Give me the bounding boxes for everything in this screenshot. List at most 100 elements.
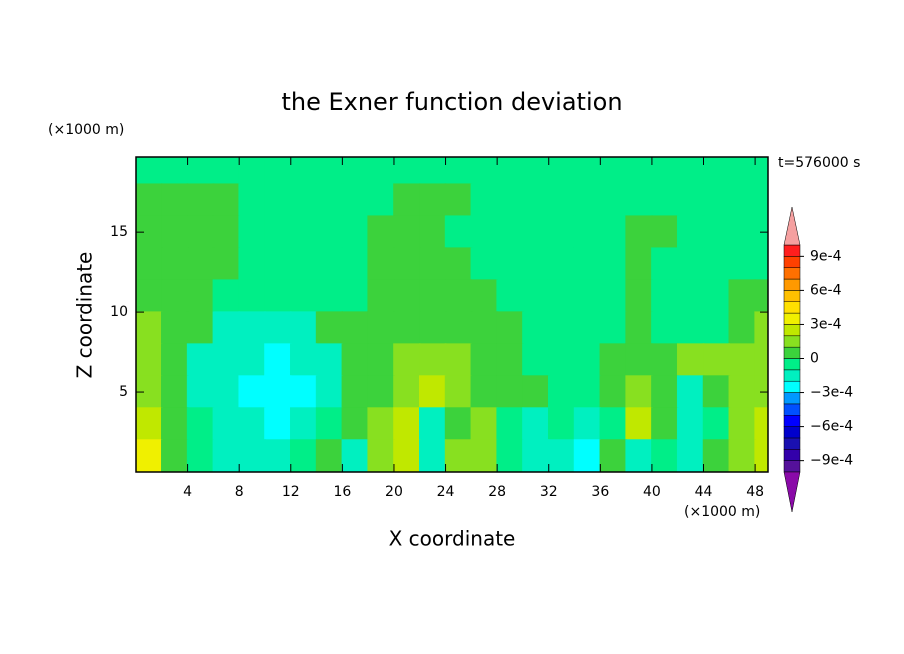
contour-cell (290, 439, 318, 472)
contour-cell (393, 375, 421, 409)
overlay: 4 8 12 16 20 24 28 32 36 40 44 48510159e-46e-43e-40… (110, 156, 853, 513)
x-tick-label: 44 (695, 484, 713, 500)
contour-cell (161, 247, 189, 281)
contour-cell (444, 279, 473, 313)
contour-cell (547, 247, 576, 281)
contour-cell (599, 279, 627, 313)
contour-cell (573, 247, 602, 281)
contour-cell (522, 343, 550, 377)
contour-cell (702, 375, 731, 409)
contour-cell (573, 343, 602, 377)
contour-cell (444, 157, 473, 185)
colorbar-box (783, 403, 801, 416)
contour-cell (136, 343, 163, 377)
contour-cell (651, 311, 679, 345)
contour-cell (419, 343, 447, 377)
contour-cell (547, 407, 576, 441)
contour-cell (315, 215, 344, 249)
contour-cell (367, 375, 395, 409)
contour-cell (161, 215, 189, 249)
contour-cell (290, 215, 318, 249)
contour-cell (264, 407, 292, 441)
contour-cell (315, 343, 344, 377)
contour-cell (367, 311, 395, 345)
contour-cell (754, 157, 768, 185)
x-tick-label: 4 (183, 484, 192, 500)
contour-cell (599, 407, 627, 441)
contour-cell (625, 279, 653, 313)
contour-cell (496, 279, 524, 313)
contour-cell (419, 157, 447, 185)
contour-cell (341, 215, 369, 249)
contour-cell (522, 247, 550, 281)
contour-cell (315, 183, 344, 217)
contour-cell (367, 247, 395, 281)
contour-cell (393, 279, 421, 313)
x-tick-label: 8 (235, 484, 244, 500)
contour-cell (651, 215, 679, 249)
contour-cell (676, 183, 705, 217)
contour-cell (393, 157, 421, 185)
y-tick-label: 15 (110, 224, 128, 240)
contour-cell (212, 343, 240, 377)
contour-cell (625, 343, 653, 377)
contour-cell (728, 215, 756, 249)
contour-cell (651, 247, 679, 281)
contour-cell (315, 407, 344, 441)
colorbar-box (783, 324, 801, 337)
contour-cell (367, 407, 395, 441)
x-tick-label: 16 (333, 484, 351, 500)
contour-cell (264, 215, 292, 249)
contour-cell (264, 311, 292, 345)
contour-cell (212, 279, 240, 313)
contour-cell (651, 343, 679, 377)
contour-cell (444, 311, 473, 345)
x-tick-label: 40 (643, 484, 661, 500)
contour-cell (186, 407, 215, 441)
contour-cell (470, 183, 498, 217)
contour-cell (315, 247, 344, 281)
contour-cell (651, 375, 679, 409)
y-tick-label: 5 (119, 384, 128, 400)
contour-cell (547, 157, 576, 185)
colorbar-box (783, 267, 801, 280)
contour-cell (212, 439, 240, 472)
colorbar-box (783, 426, 801, 439)
colorbar-tick-label: 3e-4 (810, 316, 842, 332)
contour-cell (367, 279, 395, 313)
contour-cell (315, 157, 344, 185)
contour-cell (573, 183, 602, 217)
colorbar-tick-label: −9e-4 (810, 453, 853, 469)
contour-cell (625, 183, 653, 217)
contour-cell (161, 183, 189, 217)
contour-cell (315, 311, 344, 345)
contour-cell (136, 279, 163, 313)
contour-cell (419, 215, 447, 249)
contour-cell (341, 311, 369, 345)
contour-cell (676, 311, 705, 345)
colorbar-box (783, 290, 801, 302)
contour-cell (186, 183, 215, 217)
chart-title: the Exner function deviation (281, 88, 622, 116)
contour-cell (625, 311, 653, 345)
contour-cell (290, 247, 318, 281)
contour-cell (444, 439, 473, 472)
contour-cell (290, 311, 318, 345)
contour-cell (393, 439, 421, 472)
contour-cell (264, 439, 292, 472)
contour-cell (676, 247, 705, 281)
colorbar-box (783, 256, 801, 268)
x-tick-label: 36 (591, 484, 609, 500)
contour-cell (754, 343, 768, 377)
contour-cell (290, 343, 318, 377)
contour-cell (599, 183, 627, 217)
colorbar-tick-label: 6e-4 (810, 282, 842, 298)
contour-cell (186, 311, 215, 345)
contour-cell (238, 215, 266, 249)
contour-cell (419, 247, 447, 281)
contour-cell (212, 407, 240, 441)
contour-cell (728, 375, 756, 409)
contour-cell (419, 311, 447, 345)
plot-frame (135, 156, 769, 473)
contour-cell (315, 439, 344, 472)
